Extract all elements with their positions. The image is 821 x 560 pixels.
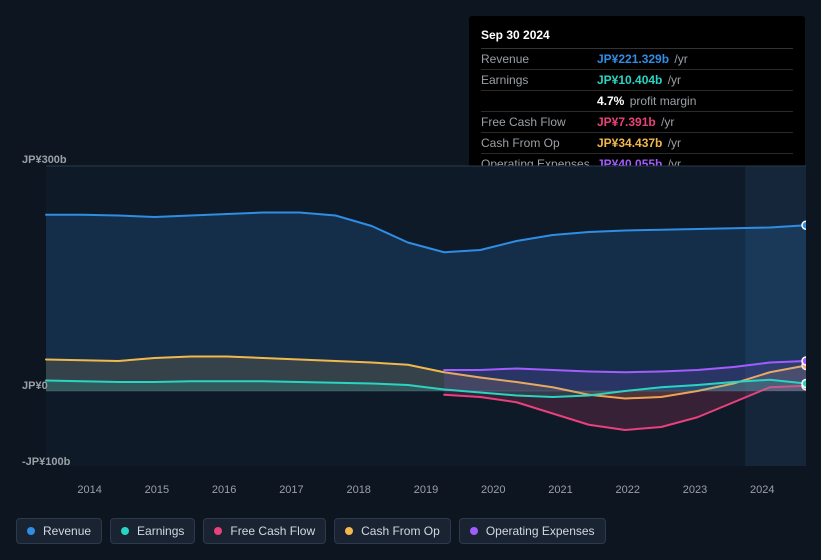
x-tick-label: 2017 <box>258 484 325 496</box>
x-tick-label: 2022 <box>594 484 661 496</box>
x-tick-label: 2014 <box>56 484 123 496</box>
tooltip-date: Sep 30 2024 <box>481 24 793 49</box>
legend-item[interactable]: Earnings <box>110 518 195 544</box>
tooltip-row-value: JP¥10.404b <box>597 73 662 87</box>
tooltip-row-suffix: /yr <box>664 73 681 87</box>
x-tick-label: 2019 <box>392 484 459 496</box>
tooltip-row-value: JP¥221.329b <box>597 52 669 66</box>
tooltip-row: Free Cash FlowJP¥7.391b /yr <box>481 112 793 133</box>
tooltip-row: Cash From OpJP¥34.437b /yr <box>481 133 793 154</box>
x-tick-label: 2021 <box>527 484 594 496</box>
x-tick-label: 2023 <box>661 484 728 496</box>
tooltip-row-label: Earnings <box>481 73 597 87</box>
chart-canvas <box>16 156 806 476</box>
x-axis-labels: 2014201520162017201820192020202120222023… <box>46 484 806 496</box>
legend-label: Cash From Op <box>361 524 440 538</box>
tooltip-row-value: 4.7% <box>597 94 624 108</box>
y-tick-label: -JP¥100b <box>22 456 70 468</box>
tooltip-row-label: Free Cash Flow <box>481 115 597 129</box>
tooltip-row-label <box>481 94 597 108</box>
financials-chart: JP¥300b JP¥0 -JP¥100b 201420152016201720… <box>16 156 806 476</box>
tooltip-row-suffix: /yr <box>671 52 688 66</box>
legend-item[interactable]: Free Cash Flow <box>203 518 326 544</box>
x-tick-label: 2024 <box>729 484 796 496</box>
legend-label: Earnings <box>137 524 184 538</box>
legend-dot-icon <box>345 527 353 535</box>
tooltip-row-suffix: /yr <box>664 136 681 150</box>
legend-dot-icon <box>214 527 222 535</box>
tooltip-row-value: JP¥34.437b <box>597 136 662 150</box>
legend-item[interactable]: Revenue <box>16 518 102 544</box>
legend-dot-icon <box>121 527 129 535</box>
tooltip-row-value: JP¥7.391b <box>597 115 656 129</box>
x-tick-label: 2015 <box>123 484 190 496</box>
legend-dot-icon <box>470 527 478 535</box>
x-tick-label: 2020 <box>460 484 527 496</box>
legend-label: Operating Expenses <box>486 524 595 538</box>
tooltip-row-label: Revenue <box>481 52 597 66</box>
tooltip-row-suffix: /yr <box>658 115 675 129</box>
legend-label: Revenue <box>43 524 91 538</box>
x-tick-label: 2018 <box>325 484 392 496</box>
tooltip-row-label: Cash From Op <box>481 136 597 150</box>
tooltip-row-sub: profit margin <box>626 94 696 108</box>
y-tick-label: JP¥0 <box>22 380 48 392</box>
y-tick-label: JP¥300b <box>22 154 67 166</box>
legend-item[interactable]: Operating Expenses <box>459 518 606 544</box>
x-tick-label: 2016 <box>191 484 258 496</box>
legend-label: Free Cash Flow <box>230 524 315 538</box>
tooltip-row: 4.7% profit margin <box>481 91 793 112</box>
legend-item[interactable]: Cash From Op <box>334 518 451 544</box>
tooltip-row: RevenueJP¥221.329b /yr <box>481 49 793 70</box>
tooltip-row: EarningsJP¥10.404b /yr <box>481 70 793 91</box>
legend-dot-icon <box>27 527 35 535</box>
chart-legend: Revenue Earnings Free Cash Flow Cash From O… <box>16 518 606 544</box>
